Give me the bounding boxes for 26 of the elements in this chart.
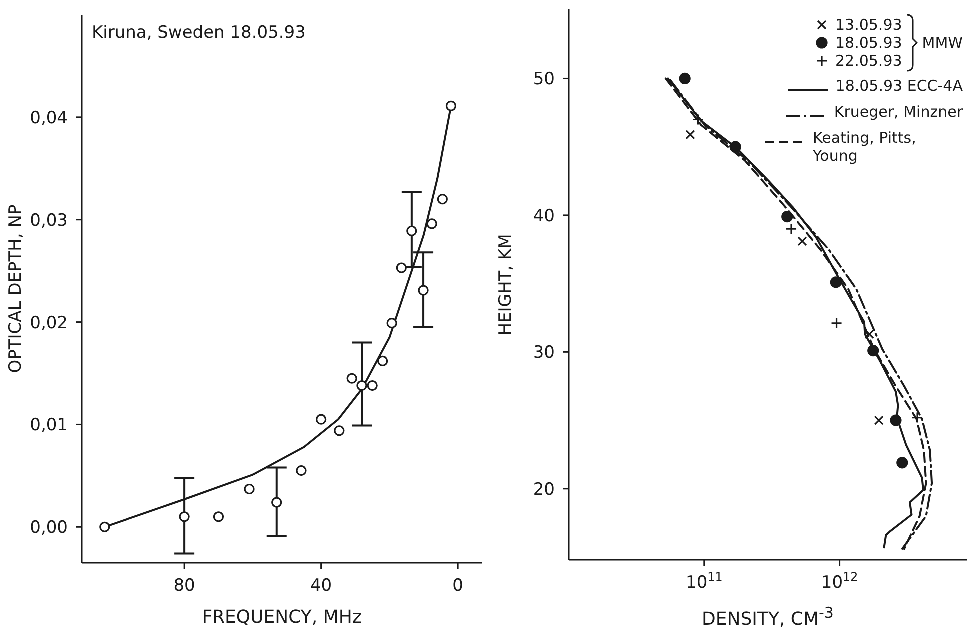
legend-title: MMW (922, 34, 963, 52)
legend-label: 18.05.93 ECC-4A (836, 77, 963, 95)
y-tick-label: 30 (533, 343, 555, 364)
x-tick-label: 80 (174, 576, 196, 596)
y-tick-label: 20 (533, 480, 555, 500)
y-tick-label: 0,00 (30, 518, 68, 538)
text: Kiruna, Sweden 18.05.93 (92, 23, 306, 43)
y-tick-label: 50 (533, 70, 555, 90)
x-axis-title: DENSITY, CM$^{-3}$ (701, 604, 835, 630)
legend-label: Keating, Pitts, Young (813, 129, 918, 165)
x-tick-label: 0 (452, 576, 464, 596)
y-tick-label: 0,02 (30, 313, 68, 334)
x-axis-title: FREQUENCY, MHz (201, 607, 363, 628)
legend-label: 18.05.93 (835, 34, 902, 52)
y-tick-label: 40 (533, 206, 555, 226)
x-tick-label: 10$^{12}$ (821, 570, 858, 593)
legend-label: 13.05.93 (835, 16, 902, 34)
y-tick-label: 0,03 (30, 210, 68, 231)
y-tick-label: 0,01 (30, 416, 68, 436)
legend-label: 22.05.93 (835, 52, 902, 70)
y-axis-title: OPTICAL DEPTH, NP (6, 204, 26, 374)
y-tick-label: 0,04 (30, 108, 68, 128)
x-tick-label: 10$^{11}$ (686, 570, 723, 593)
x-tick-label: 40 (310, 576, 332, 596)
y-axis-title: HEIGHT, KM (496, 234, 516, 336)
legend-label: Krueger, Minzner (834, 103, 963, 121)
